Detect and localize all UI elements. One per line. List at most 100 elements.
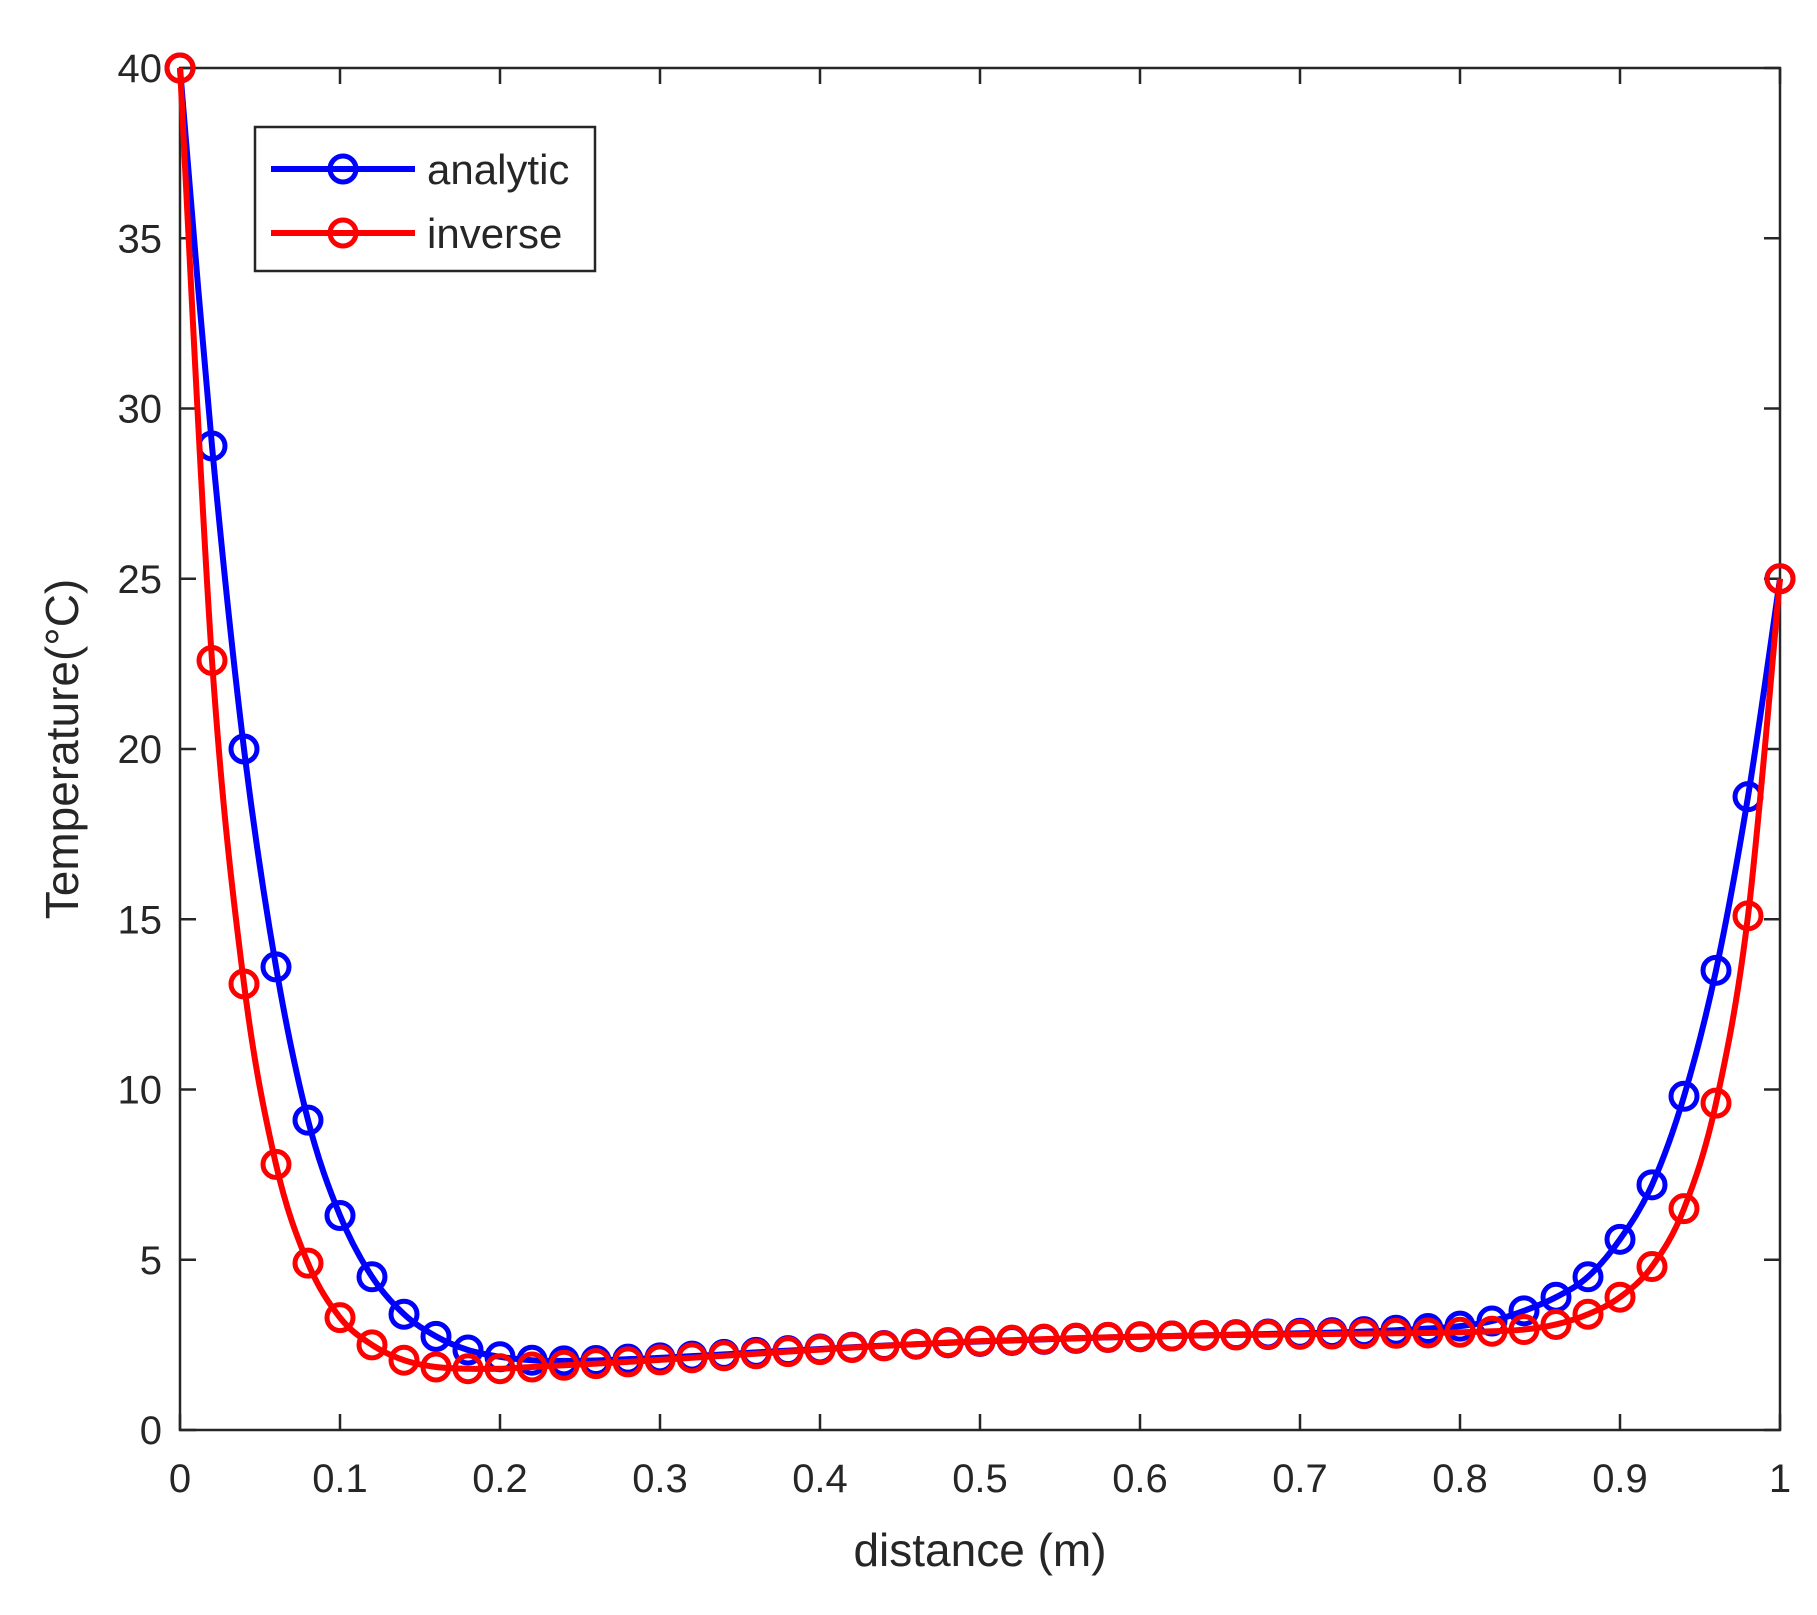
data-point-analytic: [1668, 1080, 1700, 1112]
data-point-inverse: [1156, 1320, 1188, 1352]
data-point-inverse: [644, 1344, 676, 1376]
data-point-analytic: [388, 1298, 420, 1330]
legend: analytic inverse: [253, 125, 597, 273]
data-point-inverse: [964, 1325, 996, 1357]
y-tick-label: 20: [118, 728, 163, 772]
data-point-inverse: [324, 1302, 356, 1334]
x-tick-label: 0.1: [312, 1457, 368, 1501]
data-point-analytic: [1508, 1295, 1540, 1327]
data-point-inverse: [1508, 1314, 1540, 1346]
data-point-inverse: [1540, 1308, 1572, 1340]
data-point-inverse: [1188, 1319, 1220, 1351]
data-point-inverse: [1444, 1316, 1476, 1348]
axis-ticks: [178, 66, 1782, 1432]
y-tick-label: 0: [140, 1409, 162, 1453]
data-point-inverse: [452, 1353, 484, 1385]
data-point-inverse: [228, 968, 260, 1000]
data-point-inverse: [580, 1348, 612, 1380]
x-tick-label: 0.4: [792, 1457, 848, 1501]
x-tick-label: 0.6: [1112, 1457, 1168, 1501]
data-point-inverse: [836, 1332, 868, 1364]
data-point-inverse: [516, 1351, 548, 1383]
data-point-inverse: [868, 1330, 900, 1362]
data-point-inverse: [196, 644, 228, 676]
data-point-inverse: [260, 1148, 292, 1180]
series-layer: [164, 52, 1796, 1385]
data-point-inverse: [1668, 1193, 1700, 1225]
data-point-inverse: [1060, 1322, 1092, 1354]
x-tick-label: 0.5: [952, 1457, 1008, 1501]
data-point-inverse: [356, 1329, 388, 1361]
data-point-analytic: [1700, 954, 1732, 986]
data-point-inverse: [1252, 1319, 1284, 1351]
data-point-inverse: [708, 1340, 740, 1372]
x-axis-label: distance (m): [853, 1524, 1106, 1576]
data-point-analytic: [1636, 1169, 1668, 1201]
x-tick-label: 0.2: [472, 1457, 528, 1501]
y-tick-label: 10: [118, 1069, 163, 1113]
data-point-inverse: [612, 1346, 644, 1378]
data-point-inverse: [1572, 1298, 1604, 1330]
y-tick-label: 15: [118, 898, 163, 942]
axis-tick-labels: 0 0.1 0.2 0.3 0.4 0.5 0.6 0.7 0.8 0.9 105101520253…: [118, 47, 1792, 1501]
legend-label-inverse: inverse: [427, 210, 562, 257]
data-point-analytic: [1572, 1261, 1604, 1293]
x-tick-label: 0.3: [632, 1457, 688, 1501]
data-point-analytic: [292, 1104, 324, 1136]
data-point-inverse: [1124, 1321, 1156, 1353]
data-point-inverse: [900, 1328, 932, 1360]
data-point-inverse: [804, 1334, 836, 1366]
y-axis-label: Temperature(°C): [36, 579, 88, 920]
data-point-inverse: [164, 52, 196, 84]
data-point-inverse: [1764, 563, 1796, 595]
data-point-inverse: [1412, 1317, 1444, 1349]
data-point-inverse: [676, 1342, 708, 1374]
data-point-analytic: [452, 1334, 484, 1366]
legend-marker-analytic: [327, 153, 359, 185]
y-tick-label: 25: [118, 558, 163, 602]
data-point-inverse: [772, 1336, 804, 1368]
data-point-inverse: [1092, 1321, 1124, 1353]
data-point-inverse: [1380, 1317, 1412, 1349]
data-point-inverse: [996, 1324, 1028, 1356]
data-point-analytic: [324, 1199, 356, 1231]
y-tick-label: 5: [140, 1239, 162, 1283]
y-tick-label: 30: [118, 388, 163, 432]
data-point-inverse: [1636, 1251, 1668, 1283]
data-point-inverse: [1316, 1318, 1348, 1350]
data-point-inverse: [484, 1353, 516, 1385]
data-point-inverse: [420, 1351, 452, 1383]
x-tick-label: 0.7: [1272, 1457, 1328, 1501]
data-point-inverse: [1348, 1318, 1380, 1350]
x-tick-label: 0.8: [1432, 1457, 1488, 1501]
data-point-inverse: [1700, 1087, 1732, 1119]
data-point-inverse: [292, 1247, 324, 1279]
data-point-inverse: [548, 1349, 580, 1381]
y-tick-label: 35: [118, 217, 163, 261]
data-point-inverse: [388, 1344, 420, 1376]
plot-area-frame: [178, 66, 1782, 1432]
data-point-analytic: [1604, 1223, 1636, 1255]
legend-box: [253, 125, 597, 273]
data-point-inverse: [1028, 1323, 1060, 1355]
data-point-analytic: [260, 951, 292, 983]
legend-label-analytic: analytic: [427, 146, 569, 193]
data-point-inverse: [1732, 900, 1764, 932]
data-point-inverse: [1604, 1281, 1636, 1313]
data-point-inverse: [1284, 1318, 1316, 1350]
data-point-inverse: [932, 1326, 964, 1358]
data-point-analytic: [228, 733, 260, 765]
series-inverse: [164, 52, 1796, 1385]
x-tick-label: 1: [1769, 1457, 1791, 1501]
legend-marker-inverse: [327, 217, 359, 249]
x-tick-label: 0: [169, 1457, 191, 1501]
data-point-inverse: [1220, 1319, 1252, 1351]
data-point-analytic: [420, 1320, 452, 1352]
data-point-analytic: [356, 1261, 388, 1293]
data-point-inverse: [740, 1338, 772, 1370]
x-tick-label: 0.9: [1592, 1457, 1648, 1501]
y-tick-label: 40: [118, 47, 163, 91]
data-point-inverse: [1476, 1315, 1508, 1347]
